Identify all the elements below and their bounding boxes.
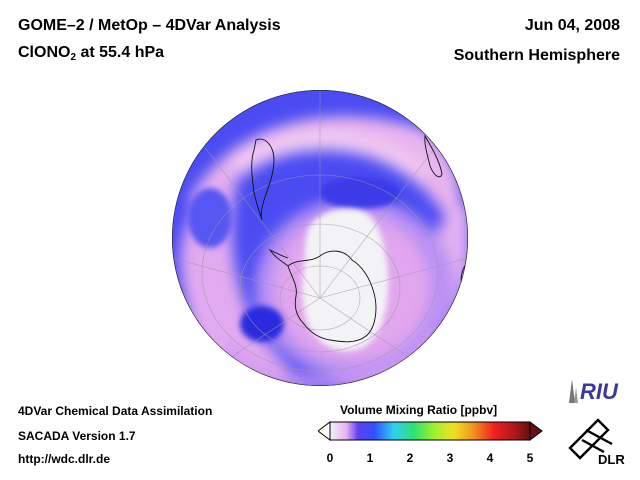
riu-logo-icon: RIU (569, 379, 619, 404)
low-concentration-patches (188, 177, 400, 342)
species-label: ClONO2 at 55.4 hPa (18, 44, 164, 63)
polar-vortex-region (302, 208, 389, 351)
colorbar-over-arrow (529, 421, 543, 441)
colorbar-gradient (329, 421, 531, 441)
dlr-logo-text: DLR (598, 452, 625, 467)
colorbar-tick-label: 4 (486, 451, 494, 465)
colorbar-tick-label: 5 (526, 451, 534, 465)
region-label: Southern Hemisphere (453, 47, 620, 64)
colorbar (318, 421, 543, 441)
colorbar-title: Volume Mixing Ratio [ppbv] (340, 403, 498, 417)
footer-line2: SACADA Version 1.7 (18, 429, 136, 443)
species-prefix: ClONO (18, 44, 71, 61)
globe-map (172, 90, 468, 386)
graticule (172, 90, 468, 379)
coastlines (251, 134, 467, 343)
riu-logo-text: RIU (580, 379, 619, 404)
colorbar-tick-label: 2 (406, 451, 414, 465)
footer-line1: 4DVar Chemical Data Assimilation (18, 404, 213, 418)
date-label: Jun 04, 2008 (524, 17, 620, 34)
title: GOME–2 / MetOp – 4DVar Analysis (18, 17, 281, 34)
colorbar-tick-label: 0 (326, 451, 334, 465)
dlr-logo-icon: DLR (568, 418, 625, 467)
footer-url: http://wdc.dlr.de (18, 452, 110, 466)
species-suffix: at 55.4 hPa (76, 44, 165, 61)
colorbar-under-arrow (318, 421, 331, 441)
colorbar-tick-label: 3 (446, 451, 454, 465)
species-subscript: 2 (70, 52, 77, 63)
colorbar-tick-label: 1 (366, 451, 374, 465)
